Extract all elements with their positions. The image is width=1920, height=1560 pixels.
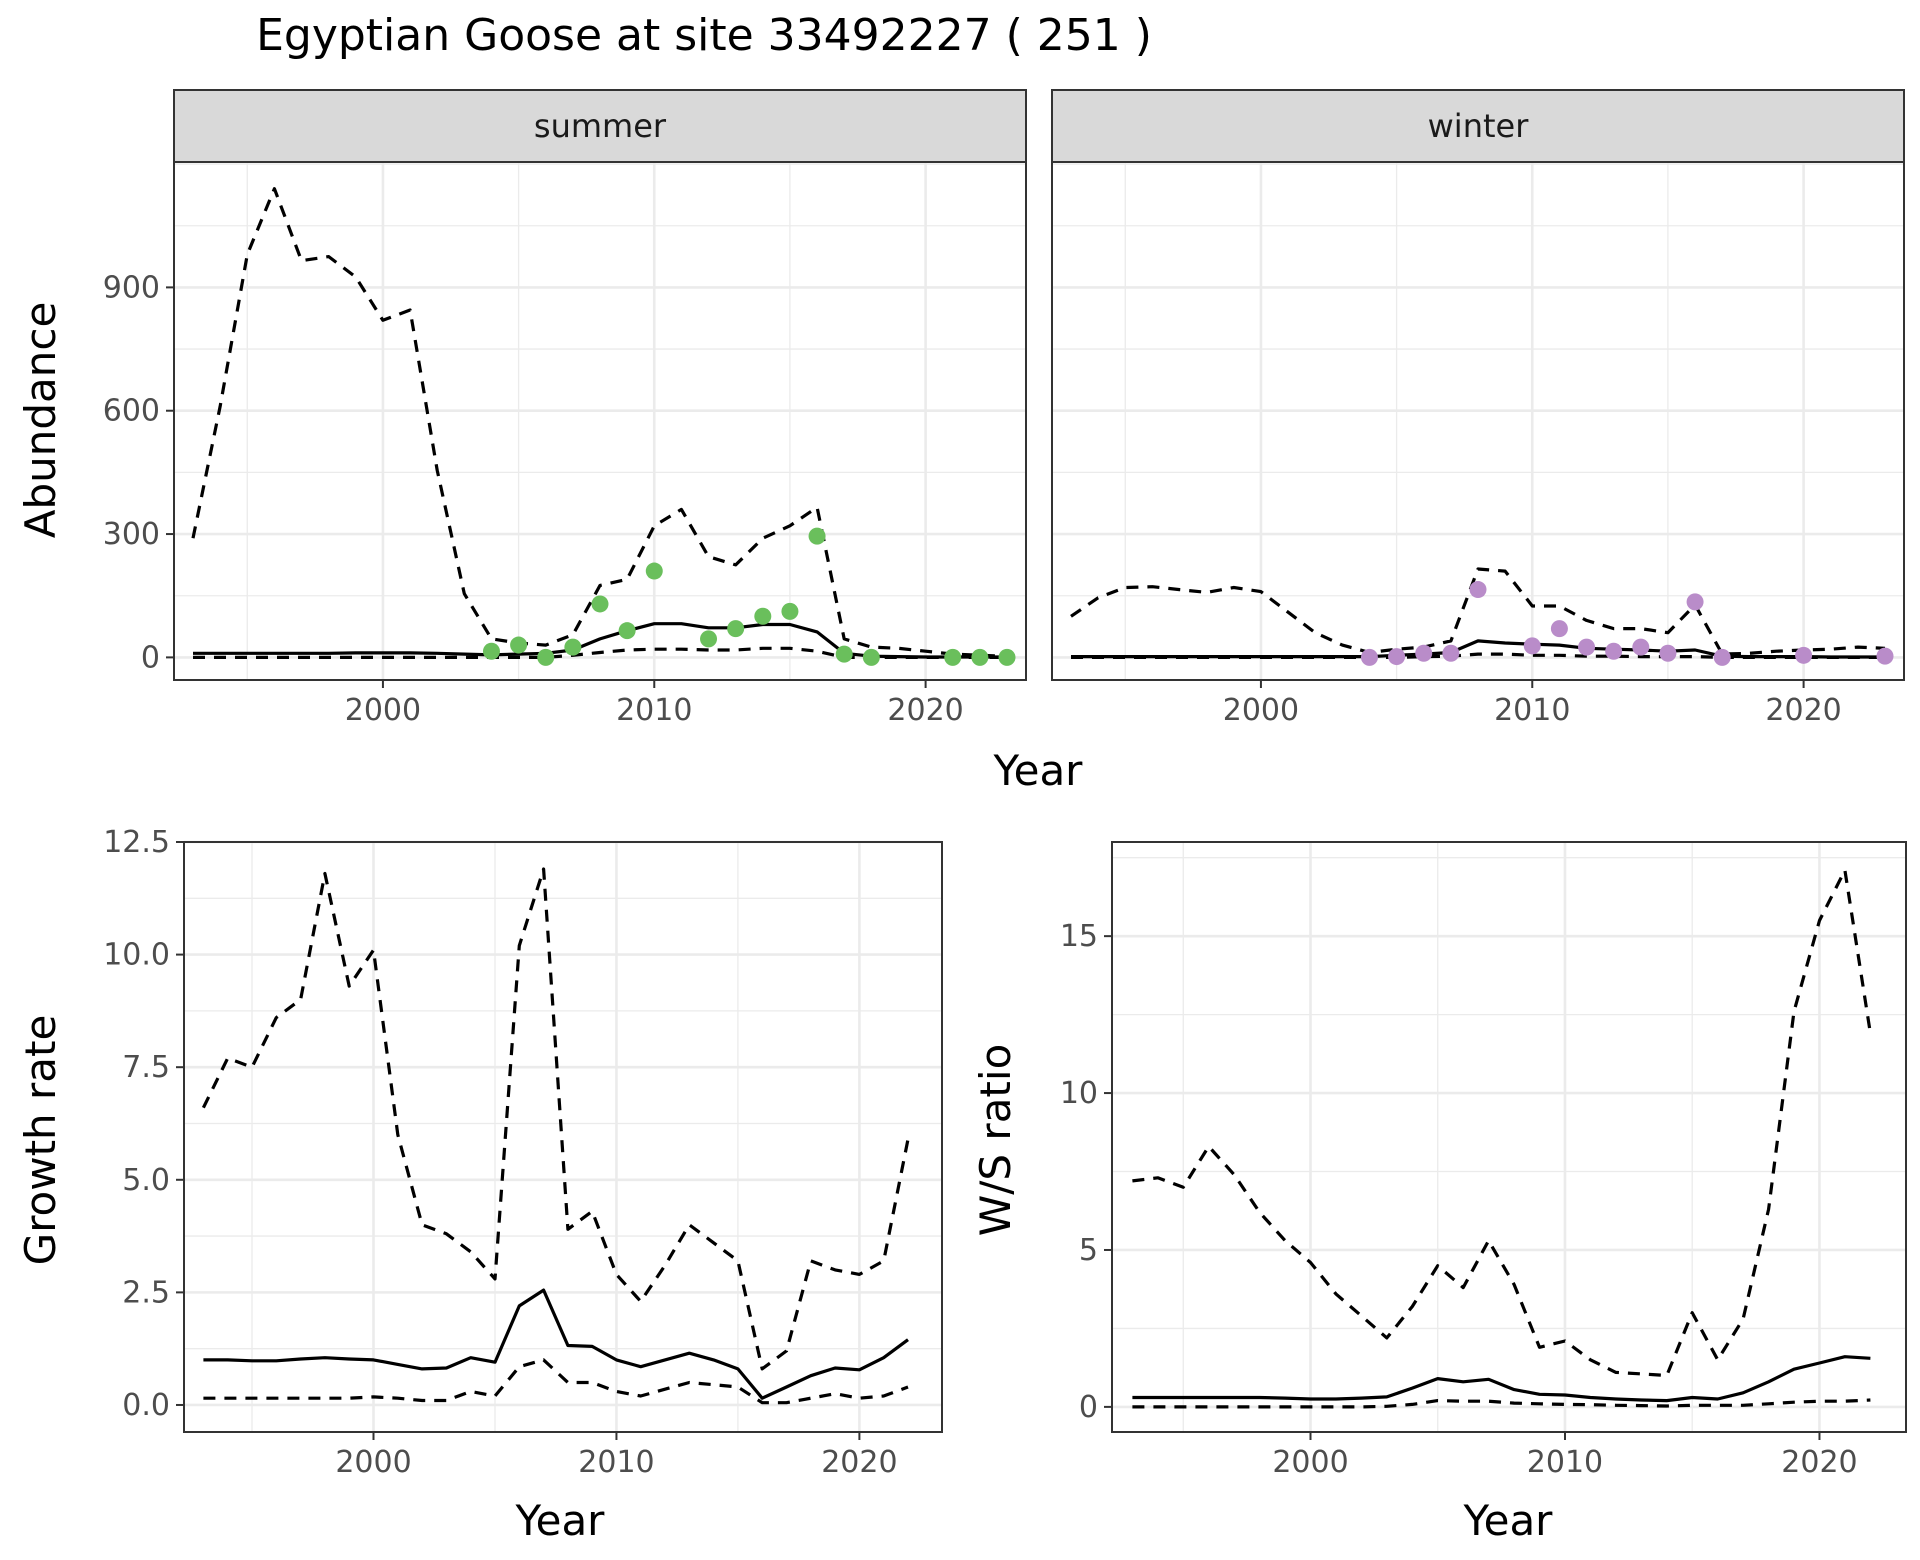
data-point <box>1578 638 1596 656</box>
data-point <box>618 622 636 640</box>
y-tick-label: 900 <box>103 270 160 305</box>
growth-x-axis-title: Year <box>515 1496 606 1545</box>
data-point <box>1523 637 1541 655</box>
data-point <box>1795 646 1813 664</box>
y-tick-label: 5 <box>1079 1233 1098 1268</box>
data-point <box>1876 647 1894 665</box>
data-point <box>537 648 555 666</box>
x-tick-label: 2020 <box>821 1445 897 1480</box>
data-point <box>1659 644 1677 662</box>
data-point <box>700 630 718 648</box>
growth-y-axis-title: Growth rate <box>16 1015 65 1266</box>
data-point <box>1469 581 1487 599</box>
x-tick-label: 2010 <box>1527 1445 1603 1480</box>
data-point <box>482 642 500 660</box>
y-tick-label: 300 <box>103 517 160 552</box>
data-point <box>1550 620 1568 638</box>
facet-strip-label: summer <box>534 107 667 145</box>
data-point <box>1360 648 1378 666</box>
data-point <box>1388 648 1406 666</box>
ws-x-axis-title: Year <box>1463 1496 1554 1545</box>
panel-border <box>183 841 943 1433</box>
y-tick-label: 600 <box>103 394 160 429</box>
data-point <box>944 648 962 666</box>
data-point <box>1713 648 1731 666</box>
panel-summer: summer 2000 2010 2020 0 300 600 900 <box>103 89 1027 728</box>
data-point <box>564 638 582 656</box>
data-point <box>1686 593 1704 611</box>
x-tick-label: 2010 <box>616 693 692 728</box>
upper-bound-line <box>201 867 910 1371</box>
data-point <box>1415 644 1433 662</box>
x-tick-label: 2020 <box>1781 1445 1857 1480</box>
data-point <box>971 648 989 666</box>
top-x-axis-title: Year <box>993 746 1084 795</box>
estimate-line <box>1132 1355 1871 1403</box>
estimate-line <box>203 1288 909 1400</box>
x-tick-label: 2000 <box>345 693 421 728</box>
y-tick-label: 15 <box>1060 919 1098 954</box>
x-tick-label: 2000 <box>1223 693 1299 728</box>
x-tick-label: 2010 <box>1494 693 1570 728</box>
x-tick-label: 2020 <box>1765 693 1841 728</box>
upper-bound-line <box>191 187 1008 658</box>
data-point <box>862 648 880 666</box>
data-point <box>645 562 663 580</box>
facet-strip <box>1051 89 1905 163</box>
panel-growth-rate: 2000 2010 2020 0.0 2.5 5.0 7.5 10.0 12.5 <box>103 825 943 1480</box>
y-tick-label: 5.0 <box>122 1163 170 1198</box>
panel-border <box>1051 161 1905 681</box>
lower-bound-line <box>1071 652 1885 660</box>
data-point <box>998 648 1016 666</box>
data-point <box>510 636 528 654</box>
y-tick-label: 12.5 <box>103 825 170 860</box>
upper-bound-line <box>1132 868 1872 1378</box>
data-point <box>754 607 772 625</box>
data-point <box>591 595 609 613</box>
y-tick-label: 7.5 <box>122 1050 170 1085</box>
y-tick-label: 0.0 <box>122 1388 170 1423</box>
facet-strip <box>173 89 1027 163</box>
x-tick-label: 2000 <box>335 1445 411 1480</box>
ws-y-axis-title: W/S ratio <box>971 1044 1020 1237</box>
y-tick-label: 10.0 <box>103 938 170 973</box>
data-point <box>1442 644 1460 662</box>
data-point <box>835 645 853 663</box>
panel-ws-ratio: 2000 2010 2020 0 5 10 15 <box>1060 841 1907 1480</box>
y-tick-label: 2.5 <box>122 1275 170 1310</box>
panel-border <box>1111 841 1907 1433</box>
figure-title: Egyptian Goose at site 33492227 ( 251 ) <box>256 10 1152 61</box>
x-tick-label: 2010 <box>578 1445 654 1480</box>
x-tick-label: 2020 <box>887 693 963 728</box>
panel-winter: winter 2000 2010 2020 <box>1051 89 1905 728</box>
data-point <box>727 620 745 638</box>
y-tick-label: 10 <box>1060 1076 1098 1111</box>
data-point <box>1632 638 1650 656</box>
data-point <box>781 602 799 620</box>
y-tick-label: 0 <box>1079 1390 1098 1425</box>
data-point <box>808 527 826 545</box>
top-y-axis-title: Abundance <box>16 302 65 539</box>
facet-strip-label: winter <box>1428 107 1530 145</box>
x-tick-label: 2000 <box>1272 1445 1348 1480</box>
upper-bound-line <box>1070 567 1886 656</box>
lower-bound-line <box>1132 1398 1871 1409</box>
y-tick-label: 0 <box>141 640 160 675</box>
data-point <box>1605 642 1623 660</box>
